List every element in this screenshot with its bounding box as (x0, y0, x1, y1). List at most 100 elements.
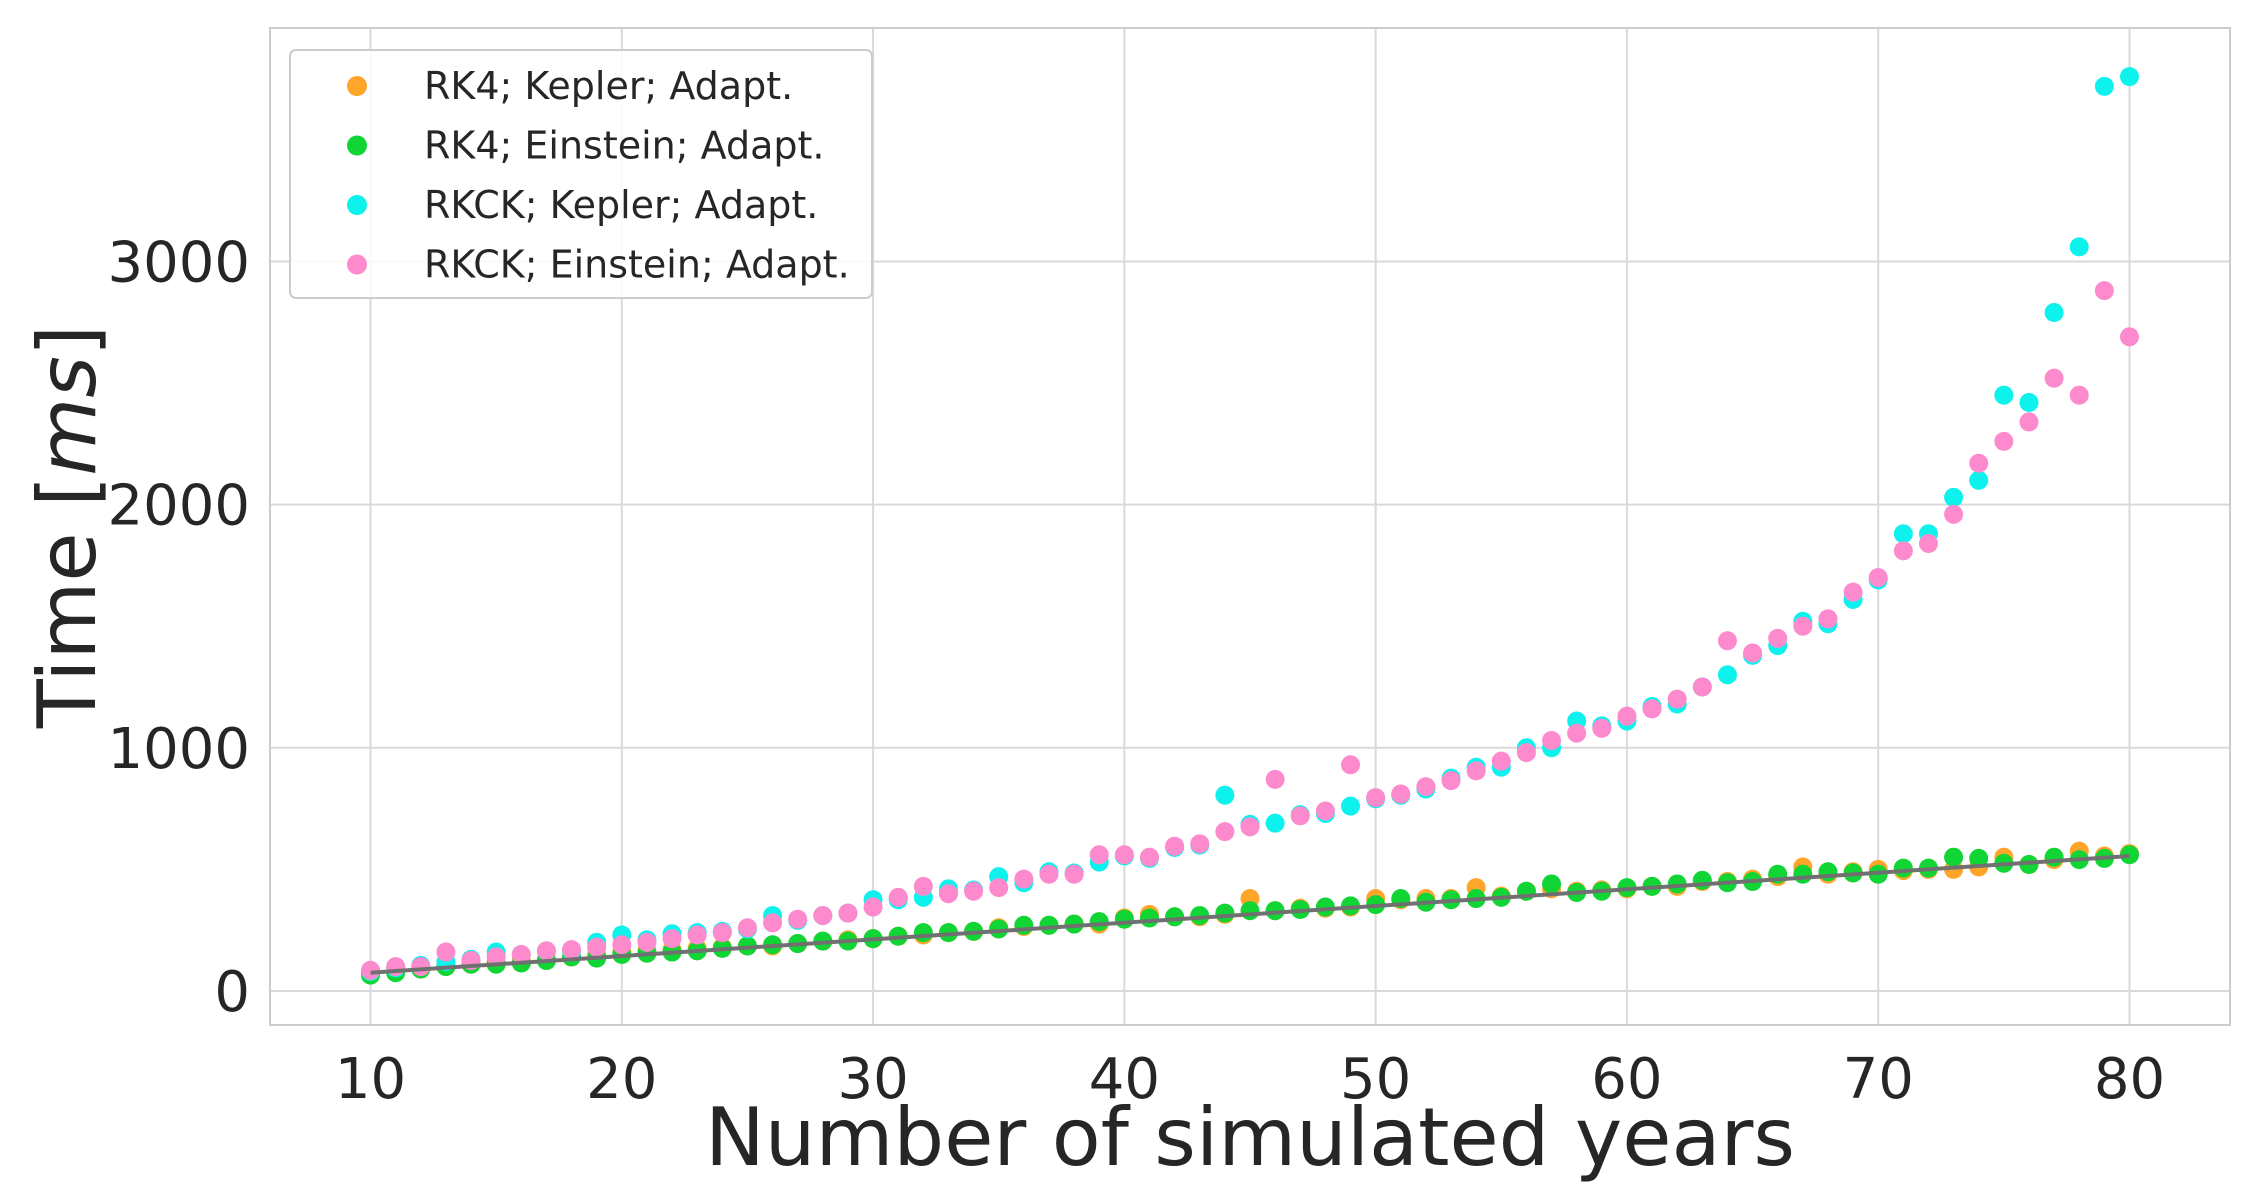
data-point (1743, 643, 1763, 663)
data-point (964, 881, 984, 901)
data-point (1516, 743, 1536, 763)
data-point (2019, 392, 2039, 412)
data-point (1969, 848, 1989, 868)
data-point (1994, 431, 2014, 451)
x-tick-label: 50 (1340, 1047, 1411, 1112)
data-point (1818, 862, 1838, 882)
data-point (1391, 784, 1411, 804)
y-axis-title-text: Time [ (21, 476, 114, 729)
data-point (1642, 699, 1662, 719)
data-point (587, 937, 607, 957)
y-axis-title-close: ] (21, 325, 114, 356)
data-point (1165, 907, 1185, 927)
data-point (1139, 908, 1159, 928)
data-point (1793, 616, 1813, 636)
data-point (863, 897, 883, 917)
data-point (1969, 453, 1989, 473)
legend-marker (347, 254, 367, 275)
data-point (562, 940, 582, 960)
x-tick-label: 70 (1843, 1047, 1914, 1112)
data-point (1039, 864, 1059, 884)
data-point (1717, 665, 1737, 685)
data-point (1290, 806, 1310, 826)
data-point (486, 947, 506, 967)
fit-line (370, 854, 2130, 975)
y-tick-labels: 0 1000 2000 3000 (107, 230, 250, 1025)
legend-label: RKCK; Einstein; Adapt. (424, 243, 850, 287)
y-tick-label: 1000 (107, 717, 250, 782)
data-point (813, 906, 833, 926)
x-tick-label: 30 (837, 1047, 908, 1112)
data-point (1567, 723, 1587, 743)
data-point (763, 913, 783, 933)
series-4 (361, 281, 2139, 980)
x-tick-label: 60 (1591, 1047, 1662, 1112)
data-point (536, 941, 556, 961)
data-point (2069, 385, 2089, 405)
data-point (1341, 755, 1361, 775)
data-point (1064, 864, 1084, 884)
data-point (2119, 327, 2139, 347)
y-tick-label: 0 (214, 960, 250, 1025)
data-point (989, 878, 1009, 898)
data-point (1240, 901, 1260, 921)
legend-label: RK4; Kepler; Adapt. (424, 64, 793, 108)
data-point (1114, 845, 1134, 865)
data-point (1039, 915, 1059, 935)
data-point (1190, 906, 1210, 926)
data-point (1366, 788, 1386, 808)
data-point (1014, 869, 1034, 889)
data-point (1918, 534, 1938, 554)
data-point (1768, 628, 1788, 648)
data-point (637, 932, 657, 952)
x-tick-label: 40 (1089, 1047, 1160, 1112)
legend: RK4; Kepler; Adapt. RK4; Einstein; Adapt.… (289, 49, 873, 299)
data-point (1994, 385, 2014, 405)
data-point (712, 923, 732, 943)
data-point (1215, 822, 1235, 842)
data-point (2044, 847, 2064, 867)
data-point (1617, 706, 1637, 726)
data-point (1692, 677, 1712, 697)
data-point (1893, 541, 1913, 561)
data-point (2044, 303, 2064, 323)
data-point (1944, 504, 1964, 524)
data-point (687, 925, 707, 945)
data-point (411, 957, 431, 977)
data-point (1818, 609, 1838, 629)
data-point (2119, 67, 2139, 87)
data-point (511, 944, 531, 964)
data-point (989, 919, 1009, 939)
legend-frame (289, 49, 873, 299)
data-point (1893, 858, 1913, 878)
data-point (1341, 796, 1361, 816)
y-tick-label: 3000 (107, 230, 250, 295)
data-point (2119, 845, 2139, 865)
x-tick-labels: 10 20 30 40 50 60 70 80 (335, 1047, 2165, 1112)
data-point (1491, 751, 1511, 771)
data-point (1717, 631, 1737, 651)
data-point (1215, 903, 1235, 923)
data-point (838, 903, 858, 923)
data-point (1215, 785, 1235, 805)
data-point (1893, 524, 1913, 544)
data-point (1240, 817, 1260, 837)
data-point (1315, 897, 1335, 917)
data-point (1542, 874, 1562, 894)
data-point (1793, 864, 1813, 884)
data-point (2094, 76, 2114, 96)
data-point (2069, 237, 2089, 257)
data-point (1843, 582, 1863, 602)
data-point (1466, 761, 1486, 781)
data-point (1592, 718, 1612, 738)
data-point (1944, 847, 1964, 867)
y-axis-title: Time [ms] (21, 325, 114, 729)
legend-marker (347, 135, 367, 156)
x-axis-title: Number of simulated years (705, 1091, 1795, 1184)
data-point (1190, 834, 1210, 854)
data-point (2094, 281, 2114, 301)
data-point (2019, 412, 2039, 432)
y-axis-title-unit: ms (21, 356, 114, 476)
data-point (1139, 847, 1159, 867)
